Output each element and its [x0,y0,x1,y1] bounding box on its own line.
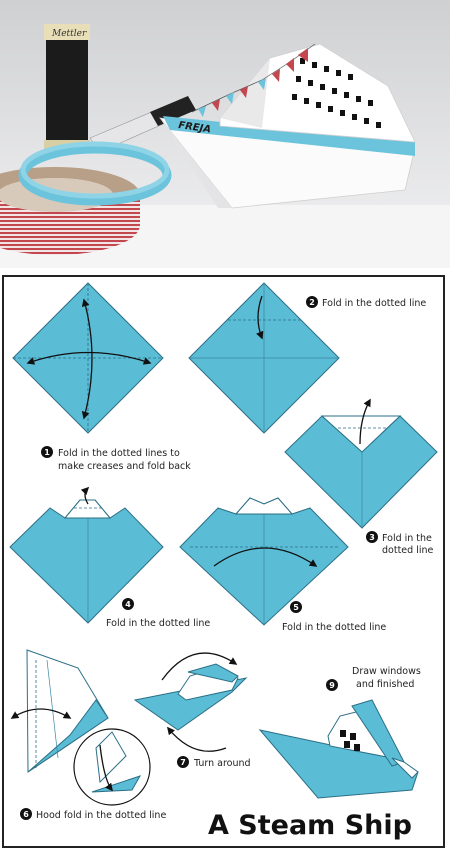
step-6-figure [10,649,151,806]
step-4-caption: 4 Fold in the dotted line [106,598,210,629]
window-4 [354,744,360,751]
thread-spool: Mettler [44,24,90,150]
step-9-caption: Draw windows 9 and finished [326,666,421,691]
spool-label: Mettler [51,29,87,39]
step-9-number: 9 [329,681,335,690]
step-1-text-line2: make creases and fold back [58,461,191,472]
origami-ship-photo: FREJA [159,43,416,209]
step-5-text: Fold in the dotted line [282,622,386,633]
boat-name: FREJA [178,120,212,135]
step-1-figure [12,282,164,434]
step-5-figure [179,497,349,626]
window-1 [340,730,346,737]
step-6-text: Hood fold in the dotted line [36,810,166,821]
diagram-title: A Steam Ship [208,810,412,841]
step-1-text-line1: Fold in the dotted lines to [58,448,180,459]
step-1-number: 1 [44,448,50,457]
photo-origami-steamship: Mettler FREJA [0,0,450,268]
step-2-number: 2 [309,298,315,307]
step-7-text: Turn around [193,758,251,769]
step-9-text-line2: and finished [356,679,414,690]
step-2-text: Fold in the dotted line [322,298,426,309]
step-1-caption: 1 Fold in the dotted lines to make creas… [41,446,191,472]
folding-instructions-diagram: 1 Fold in the dotted lines to make creas… [9,282,438,841]
step-4-figure [9,486,164,624]
step-5-caption: 5 Fold in the dotted line [282,601,386,633]
step-6-caption: 6 Hood fold in the dotted line [20,808,166,821]
window-3 [344,741,350,748]
step-3-caption: 3 Fold in the dotted line [366,531,433,556]
step-2-figure [188,282,340,434]
step-9-text-line1: Draw windows [352,666,421,677]
step-6-number: 6 [23,810,29,819]
step-4-number: 4 [125,600,131,609]
step-3-number: 3 [369,533,375,542]
step-9-figure [258,699,419,799]
step-5-number: 5 [293,603,299,612]
step-2-caption: 2 Fold in the dotted line [306,296,426,309]
tape-roll-blue [18,141,172,206]
window-2 [350,733,356,740]
step-4-text: Fold in the dotted line [106,618,210,629]
step-7-caption: 7 Turn around [177,756,251,769]
step-7-number: 7 [180,758,186,767]
step-3-text-line1: Fold in the [382,533,432,544]
step-3-figure [284,398,438,529]
step-7-figure [133,652,248,752]
step-3-text-line2: dotted line [382,545,433,556]
